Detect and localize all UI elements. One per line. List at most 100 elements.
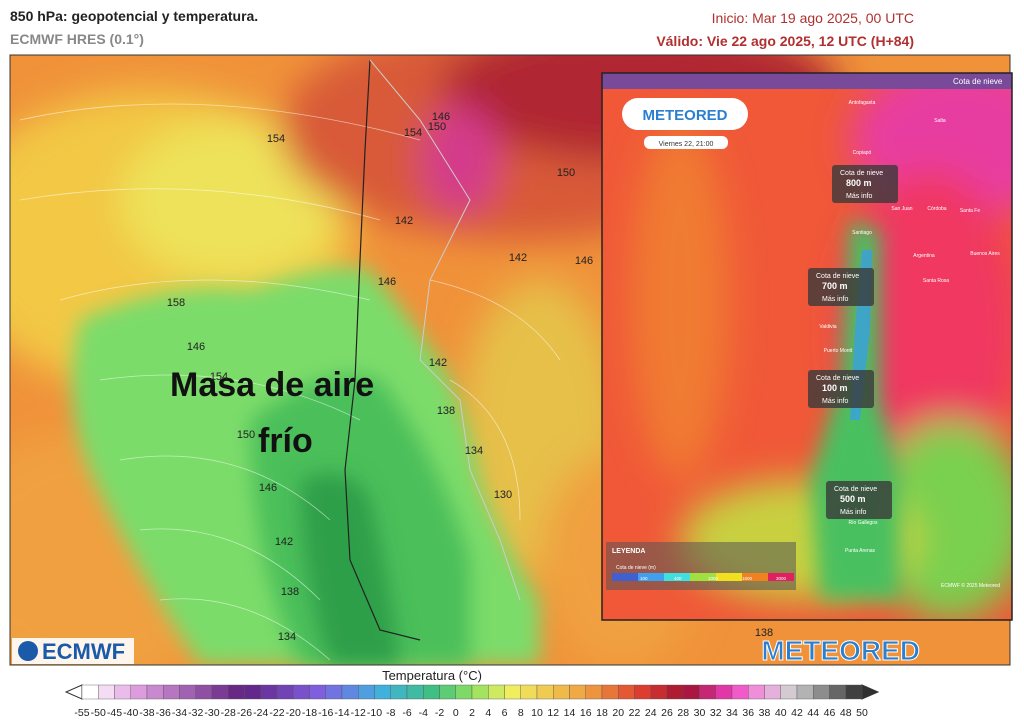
colorbar-swatch xyxy=(666,684,684,700)
inset-time: Viernes 22, 21:00 xyxy=(659,141,714,148)
legend-tick: 1000 xyxy=(708,576,719,581)
colorbar-arrow xyxy=(64,684,83,700)
colorbar-label: -38 xyxy=(139,707,154,719)
colorbar-swatch xyxy=(98,684,115,700)
colorbar-swatch xyxy=(455,684,473,700)
city-label: Punta Arenas xyxy=(845,548,876,554)
city-label: Argentina xyxy=(913,253,935,259)
snow-popup xyxy=(808,268,874,306)
colorbar-label: 30 xyxy=(694,707,706,719)
colorbar-label: -8 xyxy=(386,707,395,719)
colorbar-swatch xyxy=(650,684,668,700)
contour-label: 146 xyxy=(378,276,396,288)
annotation: Masa de aire xyxy=(170,366,374,404)
colorbar-label: -10 xyxy=(367,707,382,719)
popup-link: Más info xyxy=(822,296,849,303)
colorbar-label: -16 xyxy=(318,707,333,719)
colorbar-label: 26 xyxy=(661,707,673,719)
colorbar-label: 28 xyxy=(677,707,689,719)
city-label: Córdoba xyxy=(927,206,946,212)
colorbar-label: 0 xyxy=(453,707,459,719)
colorbar-label: -18 xyxy=(302,707,317,719)
inset-logo: METEORED xyxy=(642,107,727,124)
popup-value: 800 m xyxy=(846,178,872,188)
popup-value: 700 m xyxy=(822,281,848,291)
colorbar-swatch xyxy=(114,684,131,700)
colorbar-label: 36 xyxy=(742,707,754,719)
colorbar-swatch xyxy=(553,684,570,700)
snow-popup xyxy=(832,165,898,203)
colorbar-swatch xyxy=(748,684,765,700)
title: 850 hPa: geopotencial y temperatura. xyxy=(10,8,258,24)
contour-label: 150 xyxy=(428,121,446,133)
contour-label: 138 xyxy=(437,405,455,417)
contour-label: 142 xyxy=(429,357,447,369)
inset-header: Cota de nieve xyxy=(953,77,1003,86)
colorbar-swatch xyxy=(423,684,440,700)
colorbar-swatch xyxy=(504,684,521,700)
snow-popup xyxy=(826,481,892,519)
colorbar-label: -24 xyxy=(253,707,268,719)
colorbar-label: 16 xyxy=(580,707,592,719)
popup-link: Más info xyxy=(822,398,849,405)
legend-swatch xyxy=(768,573,794,581)
colorbar-swatch xyxy=(634,684,651,700)
legend-tick: 3000 xyxy=(776,576,787,581)
colorbar-label: 2 xyxy=(469,707,475,719)
legend-swatch xyxy=(612,573,638,581)
colorbar-swatch xyxy=(390,684,408,700)
contour-label: 138 xyxy=(755,627,773,639)
popup-link: Más info xyxy=(846,193,873,200)
contour-label: 154 xyxy=(404,127,422,139)
legend-tick: 400 xyxy=(674,576,682,581)
colorbar-label: -14 xyxy=(334,707,349,719)
city-label: Santiago xyxy=(852,230,872,236)
colorbar-label: -26 xyxy=(237,707,252,719)
colorbar-swatch xyxy=(764,684,781,700)
popup-title: Cota de nieve xyxy=(816,273,859,280)
colorbar-swatch xyxy=(276,684,294,700)
colorbar-swatch xyxy=(780,684,798,700)
colorbar-label: -50 xyxy=(91,707,106,719)
colorbar-swatch xyxy=(520,684,538,700)
colorbar-label: 4 xyxy=(485,707,491,719)
contour-label: 150 xyxy=(557,167,575,179)
contour-label: 134 xyxy=(278,631,296,643)
contour-label: 150 xyxy=(237,429,255,441)
colorbar-label: -12 xyxy=(351,707,366,719)
colorbar-label: 8 xyxy=(518,707,524,719)
contour-label: 142 xyxy=(395,215,413,227)
colorbar-swatch xyxy=(699,684,716,700)
colorbar-swatch xyxy=(228,684,245,700)
colorbar-label: 12 xyxy=(547,707,559,719)
colorbar-swatch xyxy=(374,684,391,700)
colorbar-label: 38 xyxy=(759,707,771,719)
colorbar-swatch xyxy=(585,684,603,700)
city-label: Santa Rosa xyxy=(923,278,949,284)
colorbar-label: -4 xyxy=(419,707,428,719)
contour-label: 146 xyxy=(432,111,450,123)
colorbar-swatch xyxy=(325,684,343,700)
colorbar-label: 20 xyxy=(612,707,624,719)
colorbar-title: Temperatura (°C) xyxy=(382,668,482,683)
colorbar-label: 40 xyxy=(775,707,787,719)
colorbar-swatch xyxy=(211,684,229,700)
legend-swatch xyxy=(638,573,664,581)
colorbar-swatch xyxy=(683,684,700,700)
legend-tick: 1600 xyxy=(742,576,753,581)
colorbar-label: 34 xyxy=(726,707,738,719)
legend-subtitle: Cota de nieve (m) xyxy=(616,565,656,571)
colorbar-label: 44 xyxy=(807,707,819,719)
city-label: Puerto Montt xyxy=(824,348,853,354)
city-label: Río Gallegos xyxy=(849,520,878,526)
colorbar-label: 14 xyxy=(564,707,576,719)
colorbar-label: -36 xyxy=(156,707,171,719)
popup-link: Más info xyxy=(840,509,867,516)
colorbar-swatch xyxy=(260,684,278,700)
colorbar-swatch xyxy=(244,684,261,700)
valid-time: Válido: Vie 22 ago 2025, 12 UTC (H+84) xyxy=(656,33,914,49)
colorbar-swatch xyxy=(179,684,196,700)
model: ECMWF HRES (0.1°) xyxy=(10,31,144,47)
colorbar-label: -55 xyxy=(74,707,89,719)
logo-meteored: METEORED xyxy=(761,635,920,666)
